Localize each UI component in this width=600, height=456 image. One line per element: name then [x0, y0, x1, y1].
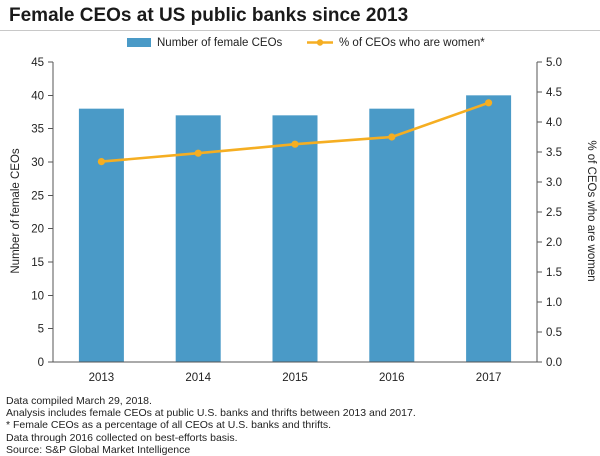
x-tick-label: 2014	[185, 372, 211, 384]
legend-line-marker	[316, 39, 324, 46]
bar-2015	[272, 115, 318, 362]
y-right-tick-label: 4.5	[546, 87, 562, 99]
y-left-tick-label: 15	[31, 257, 44, 269]
x-tick-label: 2016	[379, 372, 405, 384]
x-tick-label: 2013	[89, 372, 115, 384]
legend-line-label: % of CEOs who are women*	[339, 37, 485, 49]
line-point-2016	[388, 133, 396, 141]
y-left-tick-label: 45	[31, 57, 44, 69]
y-left-tick-label: 35	[31, 124, 44, 136]
line-point-2015	[291, 140, 299, 148]
y-right-tick-label: 2.5	[546, 207, 562, 219]
chart-axes: 0 5 10 15 20 25 30 35 40 45 0.0 0.5 1.0 1.5 2.0 2.5 3.0 3…	[31, 57, 562, 384]
footnote-best-efforts: Data through 2016 collected on best-effo…	[6, 431, 238, 444]
y-right-tick-label: 5.0	[546, 57, 562, 69]
y-right-tick-label: 4.0	[546, 117, 562, 129]
x-tick-label: 2017	[476, 372, 502, 384]
legend-bar-label: Number of female CEOs	[157, 37, 283, 49]
y-right-axis-title: % of CEOs who are women	[585, 140, 597, 281]
bar-series	[78, 95, 512, 363]
y-left-tick-label: 20	[31, 224, 44, 236]
y-left-tick-label: 5	[38, 324, 44, 336]
title-divider	[0, 30, 600, 31]
y-left-tick-label: 10	[31, 290, 44, 302]
footnote-analysis: Analysis includes female CEOs at public …	[6, 407, 416, 420]
line-point-2013	[97, 158, 105, 166]
y-right-tick-label: 0.0	[546, 357, 562, 369]
bar-2013	[78, 108, 124, 363]
y-right-tick-label: 0.5	[546, 327, 562, 339]
line-series	[97, 99, 493, 166]
bar-2016	[369, 108, 415, 363]
footnote-compiled: Data compiled March 29, 2018.	[6, 395, 152, 407]
chart-title: Female CEOs at US public banks since 201…	[9, 5, 409, 26]
y-left-tick-label: 30	[31, 157, 44, 169]
y-right-tick-label: 1.0	[546, 297, 562, 309]
y-right-tick-label: 3.5	[546, 147, 562, 159]
footnote-source: Source: S&P Global Market Intelligence	[6, 443, 191, 456]
y-right-tick-label: 1.5	[546, 267, 562, 279]
line-point-2014	[194, 149, 202, 157]
chart-legend: Number of female CEOs % of CEOs who are …	[127, 37, 485, 49]
y-right-tick-label: 3.0	[546, 177, 562, 189]
y-left-tick-label: 25	[31, 190, 44, 202]
y-left-axis-title: Number of female CEOs	[10, 148, 22, 274]
combo-chart: Number of female CEOs % of CEOs who are …	[10, 37, 597, 384]
legend-bar-swatch	[127, 38, 151, 47]
y-right-tick-label: 2.0	[546, 237, 562, 249]
line-point-2017	[485, 99, 493, 107]
footnote-percentage: * Female CEOs as a percentage of all CEO…	[6, 419, 332, 432]
footnotes: Data compiled March 29, 2018. Analysis i…	[6, 395, 416, 456]
y-left-tick-label: 40	[31, 90, 44, 102]
y-left-tick-label: 0	[38, 357, 44, 369]
x-tick-label: 2015	[282, 372, 308, 384]
bar-2017	[466, 95, 512, 362]
